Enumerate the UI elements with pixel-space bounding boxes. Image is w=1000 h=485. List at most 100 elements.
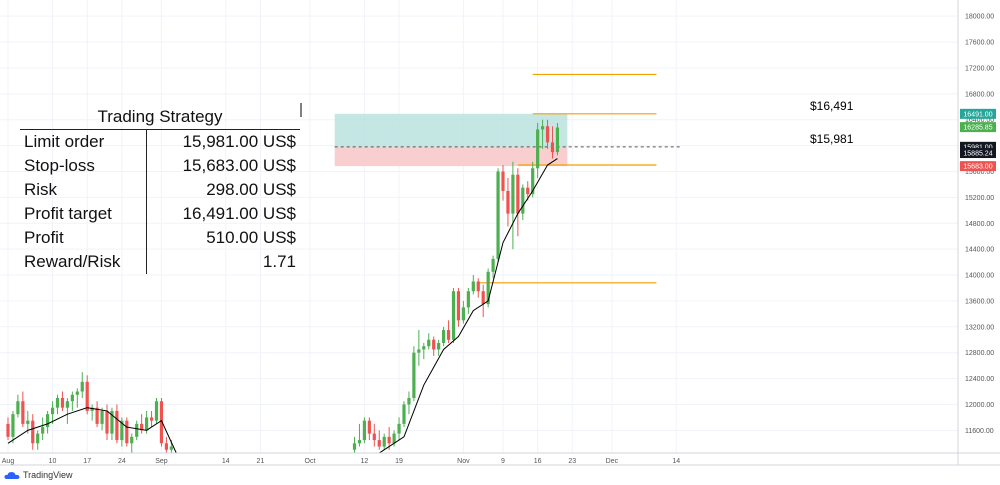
candle-body <box>70 394 74 402</box>
x-tick-label: Sep <box>155 458 168 465</box>
candle-body <box>432 339 436 350</box>
y-tick-label: 13200.00 <box>965 324 994 331</box>
candle-body <box>100 410 104 424</box>
candle-body <box>506 190 510 214</box>
price-tag-label: 15981.00 <box>963 144 992 151</box>
candle-body <box>41 427 45 434</box>
candle-body <box>466 291 470 308</box>
price-tag-label: 16285.85 <box>963 125 992 132</box>
candle-body <box>357 440 362 444</box>
x-tick-label: 19 <box>395 458 403 465</box>
candle-body <box>427 339 431 347</box>
price-labels: $16,491 $15,981 <box>810 99 854 146</box>
candle-body <box>491 258 495 272</box>
x-tick-label: 17 <box>83 458 91 465</box>
price-tag-label: 15885.24 <box>963 151 992 158</box>
candle-body <box>461 307 465 321</box>
candle-body <box>95 407 99 424</box>
candle-body <box>377 440 381 447</box>
candle-body <box>140 423 144 431</box>
candle-body <box>115 410 119 441</box>
y-tick-label: 12000.00 <box>965 402 994 409</box>
row-value: 15,683.00 US$ <box>182 156 296 175</box>
candle-body <box>471 281 475 292</box>
candle-body <box>6 423 10 437</box>
candle-body <box>392 433 396 444</box>
candle-body <box>545 126 550 143</box>
candle-body <box>352 443 357 450</box>
candle-body <box>442 330 446 343</box>
candle-body <box>536 129 540 169</box>
candle-body <box>541 126 545 130</box>
price-tag <box>960 141 996 152</box>
candle-body <box>21 401 25 424</box>
row-value: 298.00 US$ <box>206 180 296 199</box>
price-tag-label: 16491.00 <box>963 111 992 118</box>
candle-body <box>16 401 20 415</box>
candle-body <box>90 407 94 411</box>
horizontal-lines <box>478 73 657 284</box>
table-row: Profit target 16,491.00 US$ <box>20 202 300 226</box>
candle-body <box>55 397 60 408</box>
y-tick-label: 17600.00 <box>965 40 994 47</box>
y-tick-label: 16400.00 <box>965 117 994 124</box>
candle-body <box>382 436 386 447</box>
y-tick-label: 12400.00 <box>965 376 994 383</box>
candle-body <box>372 433 376 441</box>
candle-body <box>120 420 124 441</box>
candle-body <box>550 142 555 153</box>
candle-body <box>75 391 79 395</box>
candle-body <box>145 417 149 431</box>
candle-body <box>11 414 15 437</box>
x-tick-label: 14 <box>672 458 680 465</box>
candle-body <box>46 414 50 428</box>
x-tick-label: 14 <box>222 458 230 465</box>
price-tag <box>960 161 996 172</box>
price-tag <box>960 148 996 159</box>
candle-body <box>50 407 55 415</box>
candle-body <box>555 127 560 153</box>
row-label: Profit target <box>20 202 147 226</box>
moving-average-line <box>378 158 558 454</box>
candle-body <box>149 417 154 421</box>
candle-body <box>36 433 40 444</box>
row-label: Profit <box>20 226 147 250</box>
row-label: Stop-loss <box>20 154 147 178</box>
candle-body <box>60 397 65 408</box>
candle-body <box>511 174 515 214</box>
candle-body <box>164 443 168 450</box>
candle-body <box>407 397 411 405</box>
y-tick-label: 15600.00 <box>965 169 994 176</box>
axes: Aug 10 17 24 Sep 14 21 Oct 12 19 Nov 9 16 23 Dec 14 1160… <box>0 0 1000 466</box>
candle-body <box>526 187 530 195</box>
candle-body <box>501 171 505 191</box>
candle-body <box>476 281 480 292</box>
candle-body <box>26 420 30 424</box>
strategy-rows: Limit order 15,981.00 US$ Stop-loss 15,6… <box>20 130 300 274</box>
position-zones <box>334 113 683 167</box>
candle-body <box>456 291 461 321</box>
y-tick-label: 15200.00 <box>965 195 994 202</box>
y-tick-label: 16800.00 <box>965 91 994 98</box>
tradingview-logo[interactable]: TradingView <box>4 470 73 480</box>
target-price-label: $16,491 <box>810 99 854 113</box>
chart-grid <box>0 0 958 453</box>
table-row: Profit 510.00 US$ <box>20 226 300 250</box>
x-tick-label: 9 <box>501 458 505 465</box>
candle-body <box>362 420 366 441</box>
candle-body <box>65 401 69 408</box>
row-value: 15,981.00 US$ <box>182 132 296 151</box>
loss-zone <box>334 146 568 167</box>
cloud-icon <box>4 471 20 479</box>
candle-body <box>437 342 441 350</box>
x-tick-label: 21 <box>257 458 265 465</box>
y-tick-label: 17200.00 <box>965 65 994 72</box>
candle-body <box>31 420 35 444</box>
candle-body <box>521 187 525 214</box>
candle-body <box>402 404 406 424</box>
moving-average-line <box>7 407 177 454</box>
table-row: Risk 298.00 US$ <box>20 178 300 202</box>
x-tick-label: 24 <box>118 458 126 465</box>
